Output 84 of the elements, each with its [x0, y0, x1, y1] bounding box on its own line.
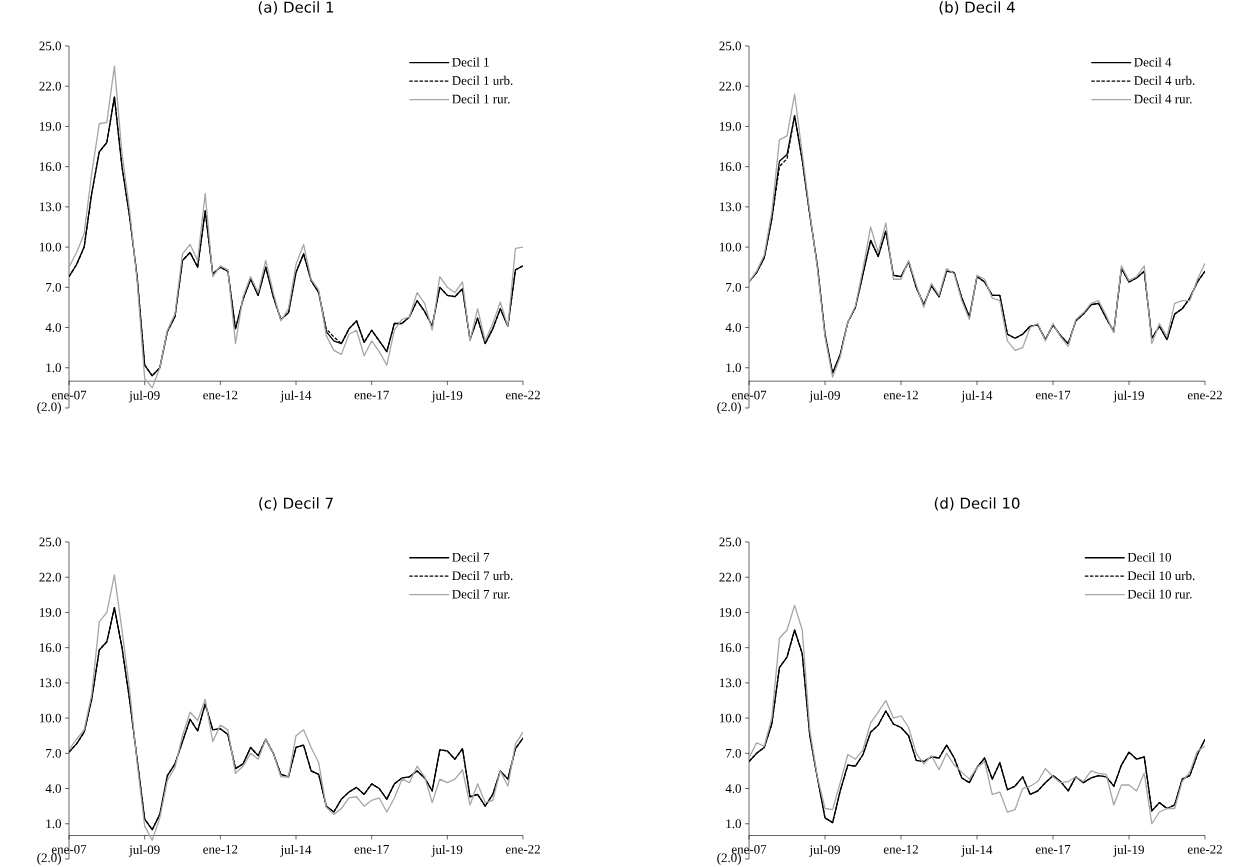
y-tick-label: 13.0 [39, 678, 62, 688]
legend-label: Decil 7 urb. [452, 570, 513, 581]
x-tick-label: jul-14 [280, 390, 312, 403]
chart-title: (b) Decil 4 [939, 1, 1015, 15]
x-tick-label: jul-14 [961, 390, 993, 403]
y-tick-label: (2.0) [717, 402, 741, 414]
x-tick-label: ene-17 [354, 845, 389, 854]
x-tick-label: jul-19 [1113, 845, 1144, 857]
legend-label: Decil 1 urb. [452, 75, 513, 86]
y-tick-label: 25.0 [719, 537, 742, 547]
y-tick-label: 13.0 [719, 678, 742, 688]
y-tick-label: 7.0 [726, 748, 742, 758]
y-tick-label: 1.0 [46, 363, 62, 373]
y-tick-label: (2.0) [37, 402, 61, 414]
y-tick-label: 7.0 [726, 282, 742, 292]
x-tick-label: ene-17 [354, 390, 389, 400]
y-tick-label: 16.0 [39, 643, 62, 653]
x-tick-label: ene-12 [203, 845, 238, 854]
y-tick-label: 10.0 [719, 242, 742, 252]
x-tick-label: ene-07 [731, 390, 767, 400]
y-tick-label: 7.0 [46, 282, 62, 292]
y-tick-label: 25.0 [39, 537, 62, 547]
x-tick-label: jul-19 [431, 390, 463, 403]
legend-label: Decil 4 rur. [1134, 94, 1192, 104]
x-tick-label: ene-07 [731, 845, 767, 854]
chart-title: (a) Decil 1 [258, 1, 334, 15]
x-tick-label: ene-22 [1187, 390, 1222, 400]
x-tick-label: jul-09 [809, 845, 840, 857]
chart-title: (c) Decil 7 [259, 497, 333, 511]
legend-label: Decil 4 [1134, 57, 1172, 67]
y-tick-label: 19.0 [719, 608, 742, 617]
y-tick-label: 19.0 [39, 122, 62, 131]
y-tick-label: 4.0 [725, 784, 742, 793]
y-tick-label: (2.0) [717, 853, 741, 865]
y-tick-label: 16.0 [719, 643, 742, 653]
legend-label: Decil 10 rur. [1127, 589, 1192, 599]
y-tick-label: 7.0 [46, 748, 62, 758]
y-tick-label: 10.0 [39, 242, 62, 252]
x-tick-label: jul-19 [431, 845, 463, 857]
y-tick-label: 25.0 [719, 41, 742, 51]
y-tick-label: 13.0 [719, 202, 742, 212]
legend-label: Decil 7 rur. [452, 589, 510, 599]
x-tick-label: jul-09 [128, 845, 160, 857]
y-tick-label: 22.0 [719, 572, 742, 582]
y-tick-label: 19.0 [719, 122, 742, 131]
x-tick-label: ene-07 [51, 845, 87, 854]
legend-label: Decil 7 [452, 552, 490, 562]
x-tick-label: jul-09 [128, 390, 160, 403]
x-tick-label: ene-12 [883, 390, 918, 400]
x-tick-label: ene-07 [51, 390, 87, 400]
y-tick-label: 25.0 [39, 41, 62, 51]
y-tick-label: 10.0 [39, 713, 62, 723]
x-tick-label: jul-14 [280, 845, 312, 857]
y-tick-label: 1.0 [726, 819, 742, 829]
y-tick-label: 4.0 [45, 784, 62, 793]
legend-label: Decil 1 rur. [452, 94, 510, 104]
legend-label: Decil 1 [452, 57, 489, 67]
y-tick-label: 1.0 [726, 363, 742, 373]
x-tick-label: ene-22 [1187, 845, 1222, 854]
y-tick-label: 16.0 [39, 162, 62, 172]
legend-label: Decil 4 urb. [1134, 75, 1195, 86]
y-tick-label: 4.0 [725, 323, 742, 332]
y-tick-label: 13.0 [39, 202, 62, 212]
y-tick-label: 4.0 [45, 323, 62, 332]
x-tick-label: ene-22 [505, 845, 540, 854]
x-tick-label: ene-17 [1035, 845, 1071, 854]
y-tick-label: 22.0 [719, 81, 742, 91]
y-tick-label: 19.0 [39, 608, 62, 617]
x-tick-label: ene-12 [883, 845, 918, 854]
x-tick-label: ene-12 [203, 390, 238, 400]
y-tick-label: (2.0) [37, 853, 61, 865]
x-tick-label: jul-09 [809, 390, 840, 403]
chart-title: (d) Decil 10 [934, 497, 1020, 511]
x-tick-label: jul-14 [961, 845, 993, 857]
y-tick-label: 22.0 [39, 572, 62, 582]
x-tick-label: jul-19 [1113, 390, 1144, 403]
y-tick-label: 22.0 [39, 81, 62, 91]
legend-label: Decil 10 [1127, 552, 1172, 562]
x-tick-label: ene-22 [505, 390, 540, 400]
legend-label: Decil 10 urb. [1127, 570, 1195, 581]
y-tick-label: 10.0 [719, 713, 742, 723]
y-tick-label: 16.0 [719, 162, 742, 172]
y-tick-label: 1.0 [46, 819, 62, 829]
x-tick-label: ene-17 [1035, 390, 1071, 400]
